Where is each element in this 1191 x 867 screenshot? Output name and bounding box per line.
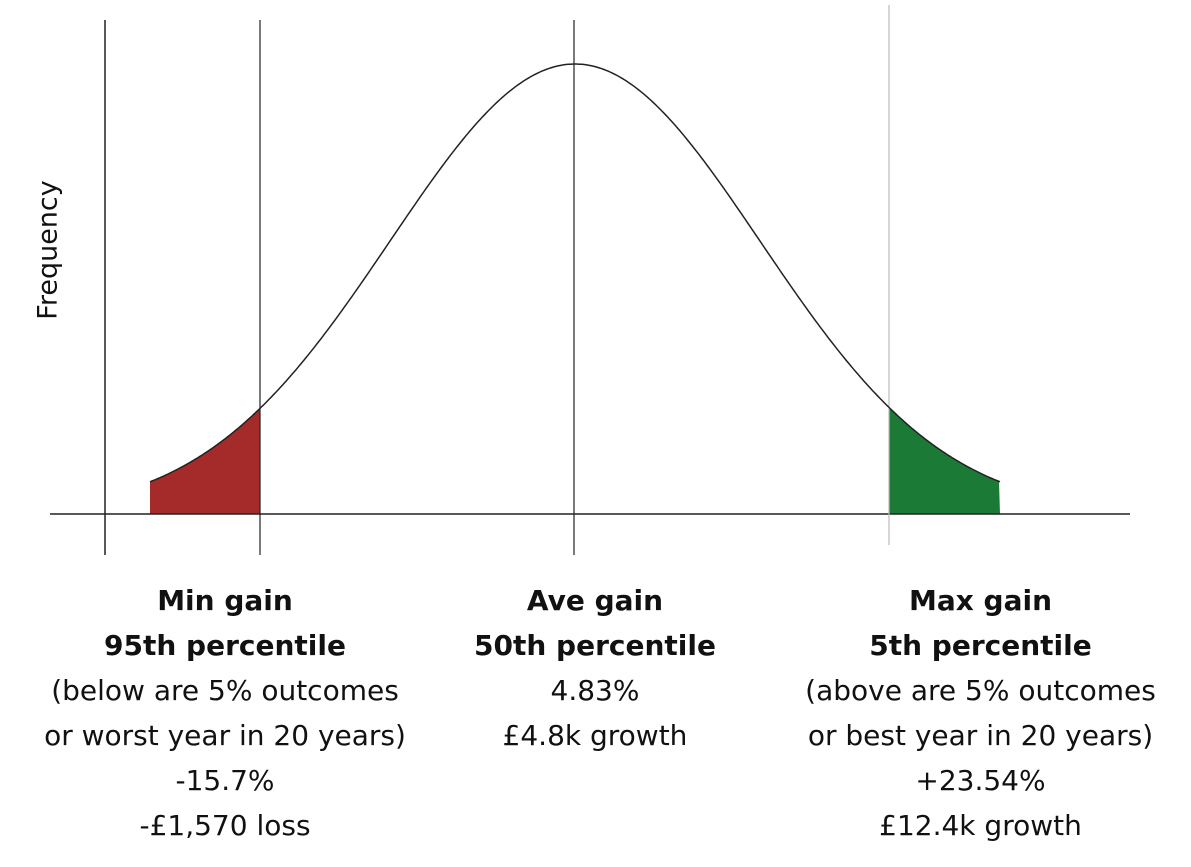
max-gain-percentile: 5th percentile [869, 629, 1092, 662]
bell-curve-diagram [50, 5, 1130, 555]
ave-gain-title: Ave gain [526, 584, 664, 617]
gain-tail-area [889, 407, 1000, 514]
min-gain-percentile: 95th percentile [104, 629, 346, 662]
ave-gain-percentile: 50th percentile [474, 629, 716, 662]
ave-gain-pct: 4.83% [550, 674, 640, 707]
max-gain-amount: £12.4k growth [879, 809, 1082, 842]
ave-gain-amount: £4.8k growth [502, 719, 688, 752]
min-gain-pct: -15.7% [175, 764, 275, 797]
min-gain-note-2: or worst year in 20 years) [44, 719, 406, 752]
min-gain-caption: Min gain 95th percentile (below are 5% o… [10, 578, 440, 848]
y-axis-label-text: Frequency [32, 180, 64, 320]
min-gain-note-1: (below are 5% outcomes [51, 674, 399, 707]
max-gain-caption: Max gain 5th percentile (above are 5% ou… [770, 578, 1191, 848]
min-gain-amount: -£1,570 loss [139, 809, 311, 842]
max-gain-note-1: (above are 5% outcomes [805, 674, 1156, 707]
max-gain-title: Max gain [908, 584, 1053, 617]
max-gain-pct: +23.54% [915, 764, 1046, 797]
ave-gain-caption: Ave gain 50th percentile 4.83% £4.8k gro… [445, 578, 745, 758]
max-gain-note-2: or best year in 20 years) [807, 719, 1154, 752]
loss-tail-area [150, 408, 260, 514]
min-gain-title: Min gain [157, 584, 293, 617]
bell-curve [149, 63, 1001, 483]
y-axis-label: Frequency [8, 150, 88, 350]
